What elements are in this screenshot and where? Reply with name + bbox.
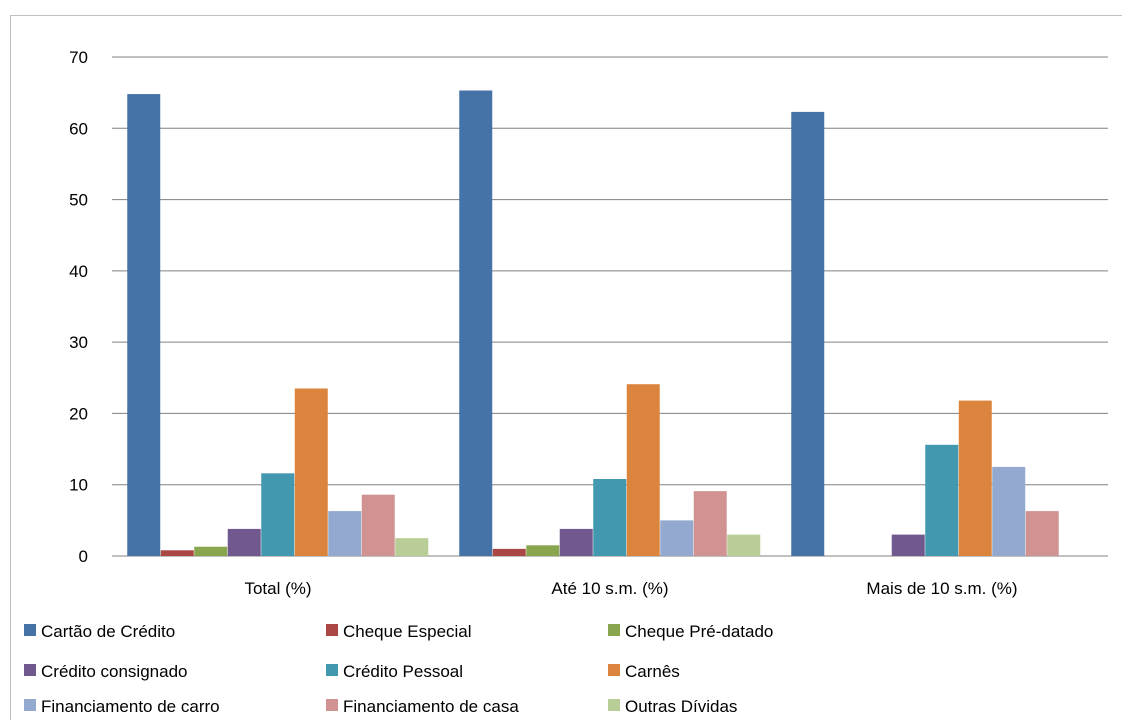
legend-label: Financiamento de carro [41, 697, 220, 716]
bar [559, 528, 593, 556]
legend-label: Cheque Especial [343, 622, 472, 641]
bar [361, 494, 395, 556]
legend-swatch [24, 624, 36, 636]
y-tick-label: 50 [69, 191, 88, 210]
legend-label: Cartão de Crédito [41, 622, 175, 641]
y-tick-label: 70 [69, 48, 88, 67]
legend-label: Outras Dívidas [625, 697, 737, 716]
bar [593, 479, 627, 556]
legend-swatch [24, 699, 36, 711]
bar [395, 538, 429, 556]
legend-swatch [608, 624, 620, 636]
bar [992, 466, 1026, 556]
legend-swatch [326, 664, 338, 676]
bar [526, 545, 560, 556]
y-axis: 0 10 20 30 40 50 60 70 [69, 48, 88, 566]
bar [160, 550, 194, 556]
bar [891, 534, 925, 556]
legend-swatch [326, 699, 338, 711]
bar [459, 90, 493, 557]
y-tick-label: 0 [79, 547, 88, 566]
bar [626, 384, 660, 556]
legend-swatch [608, 699, 620, 711]
bar [727, 534, 761, 556]
x-tick-label: Mais de 10 s.m. (%) [866, 579, 1017, 598]
bar [328, 511, 362, 556]
y-tick-label: 40 [69, 262, 88, 281]
legend-label: Carnês [625, 662, 680, 681]
y-tick-label: 30 [69, 333, 88, 352]
chart-frame [10, 15, 1122, 720]
legend-swatch [326, 624, 338, 636]
bar [227, 528, 261, 556]
bar [925, 444, 959, 556]
y-tick-label: 60 [69, 119, 88, 138]
legend-swatch [608, 664, 620, 676]
y-tick-label: 10 [69, 476, 88, 495]
bar [492, 548, 526, 556]
legend-label: Crédito consignado [41, 662, 187, 681]
bar [127, 94, 161, 556]
bars [127, 90, 1059, 557]
y-tick-label: 20 [69, 404, 88, 423]
bar [958, 400, 992, 556]
bar [1025, 511, 1059, 556]
bar [261, 473, 295, 556]
bar [791, 111, 825, 556]
bar [693, 491, 727, 556]
x-tick-label: Até 10 s.m. (%) [551, 579, 668, 598]
x-axis: Total (%) Até 10 s.m. (%) Mais de 10 s.m. … [244, 579, 1017, 598]
legend-swatch [24, 664, 36, 676]
bar [660, 520, 694, 556]
bar [194, 546, 228, 556]
x-tick-label: Total (%) [244, 579, 311, 598]
legend-label: Cheque Pré-datado [625, 622, 773, 641]
bar [294, 388, 328, 556]
legend: Cartão de Crédito Cheque Especial Cheque P… [24, 622, 773, 716]
legend-label: Financiamento de casa [343, 697, 519, 716]
legend-label: Crédito Pessoal [343, 662, 463, 681]
